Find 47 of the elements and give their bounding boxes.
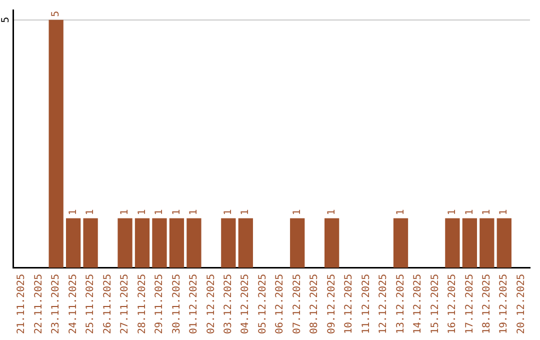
x-tick-label: 07.12.2025: [292, 274, 303, 334]
data-label: 5: [50, 10, 62, 17]
x-tick-label: 26.11.2025: [102, 274, 114, 334]
x-tick-label: 06.12.2025: [274, 274, 286, 334]
data-label: 1: [326, 209, 338, 216]
x-tick-label: 14.12.2025: [412, 274, 424, 334]
x-tick-label: 10.12.2025: [344, 274, 355, 334]
x-tick-label: 09.12.2025: [326, 274, 338, 334]
x-tick-label: 28.11.2025: [136, 274, 148, 334]
x-tick-label: 01.12.2025: [188, 274, 200, 334]
x-tick-label: 12.12.2025: [378, 274, 390, 334]
x-tick-label: 25.11.2025: [85, 274, 96, 334]
x-tick-label: 23.11.2025: [50, 274, 62, 334]
data-label: 1: [136, 209, 148, 216]
x-tick-label: 05.12.2025: [257, 274, 268, 334]
x-tick-label: 24.11.2025: [68, 274, 79, 334]
x-tick-label: 16.12.2025: [447, 274, 458, 334]
x-tick-label: 02.12.2025: [206, 274, 217, 334]
x-tick-label: 21.11.2025: [16, 274, 28, 334]
x-tick-label: 13.12.2025: [395, 274, 406, 334]
x-tick-label: 08.12.2025: [309, 274, 320, 334]
data-label: 1: [223, 209, 234, 216]
data-label: 1: [154, 209, 166, 216]
data-label: 1: [447, 209, 458, 216]
x-tick-label: 15.12.2025: [430, 274, 441, 334]
x-tick-label: 19.12.2025: [498, 274, 510, 334]
data-label: 1: [120, 209, 131, 216]
data-label: 1: [482, 209, 493, 216]
data-label: 1: [240, 209, 252, 216]
data-label: 1: [171, 209, 182, 216]
data-label: 1: [68, 209, 79, 216]
x-tick-label: 04.12.2025: [240, 274, 252, 334]
x-tick-label: 18.12.2025: [482, 274, 493, 334]
data-label: 1: [188, 209, 200, 216]
data-label: 1: [85, 209, 96, 216]
x-tick-label: 29.11.2025: [154, 274, 166, 334]
x-tick-label: 03.12.2025: [223, 274, 234, 334]
x-tick-label: 27.11.2025: [120, 274, 131, 334]
x-tick-label: 30.11.2025: [171, 274, 182, 334]
x-tick-label: 11.12.2025: [360, 274, 372, 334]
x-tick-label: 22.11.2025: [33, 274, 44, 334]
x-tick-label: 17.12.2025: [464, 274, 476, 334]
x-tick-label: 20.12.2025: [516, 274, 527, 334]
data-label: 1: [395, 209, 406, 216]
data-label: 1: [292, 209, 303, 216]
data-label: 1: [498, 209, 510, 216]
data-label: 1: [464, 209, 476, 216]
